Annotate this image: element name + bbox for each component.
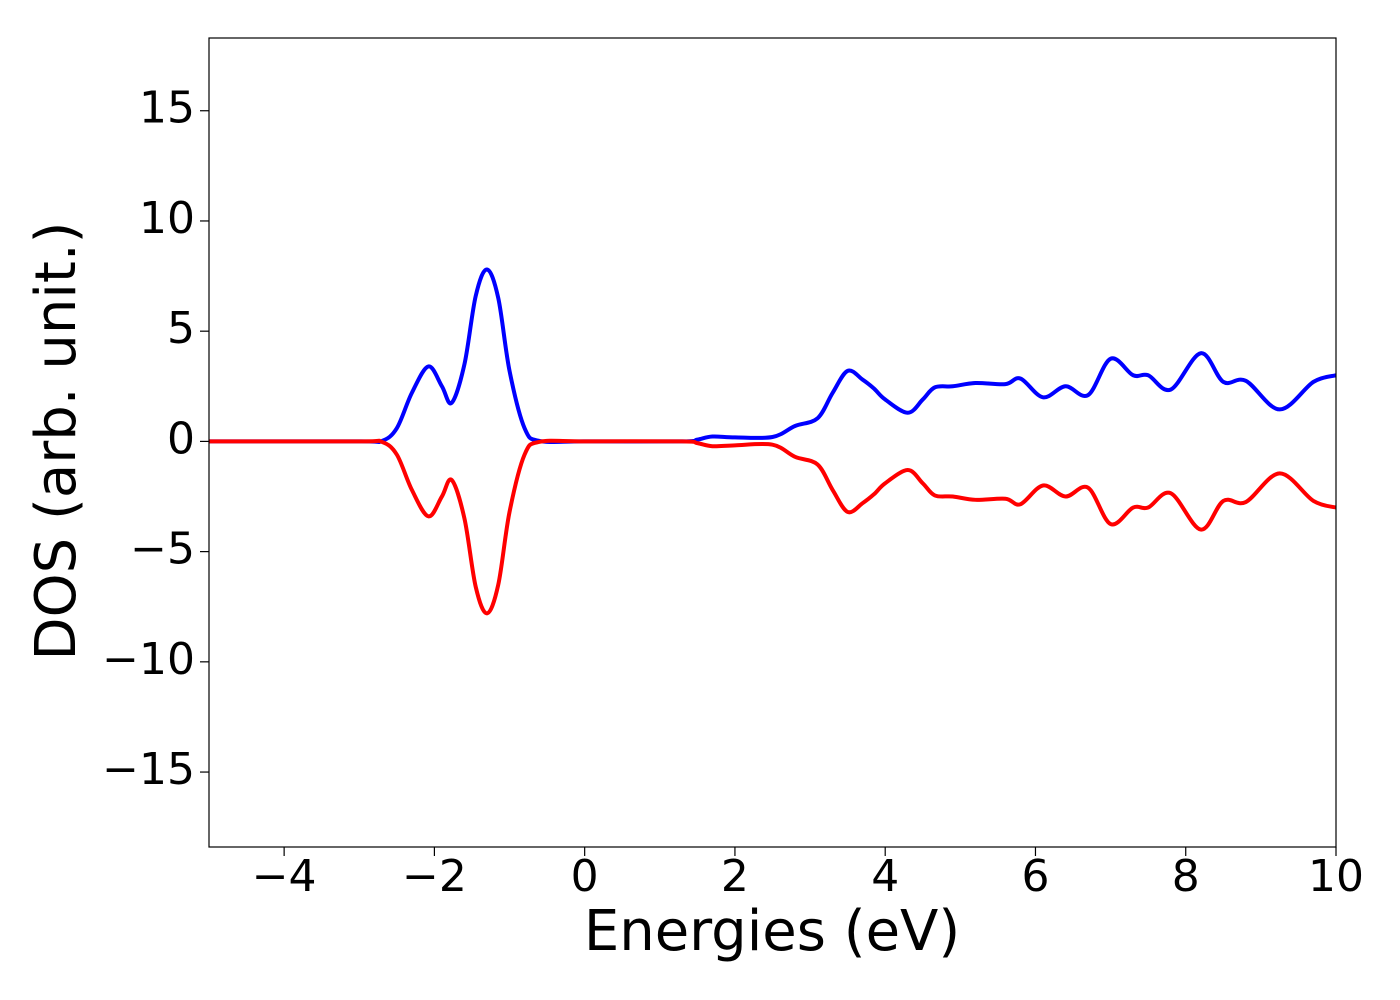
x-tick-label: 8 xyxy=(1172,851,1200,902)
y-tick-label: 10 xyxy=(139,193,195,244)
y-axis-label: DOS (arb. unit.) xyxy=(24,221,89,660)
plot-frame xyxy=(208,37,1337,848)
x-tick-label: 10 xyxy=(1308,851,1364,902)
x-tick-label: −4 xyxy=(252,851,317,902)
x-tick-label: −2 xyxy=(402,851,467,902)
dos-line xyxy=(209,438,1336,616)
dos-line xyxy=(209,267,1336,445)
y-tick-label: 15 xyxy=(139,83,195,134)
x-tick-label: 0 xyxy=(571,851,599,902)
y-tick-label: −5 xyxy=(130,524,195,575)
x-tick-label: 6 xyxy=(1021,851,1049,902)
y-tick-label: 5 xyxy=(167,303,195,354)
y-tick-label: 0 xyxy=(167,413,195,464)
x-tick-label: 4 xyxy=(871,851,899,902)
y-tick-label: −10 xyxy=(102,634,195,685)
x-tick-label: 2 xyxy=(721,851,749,902)
y-tick-label: −15 xyxy=(102,744,195,795)
x-axis-label: Energies (eV) xyxy=(584,899,960,964)
